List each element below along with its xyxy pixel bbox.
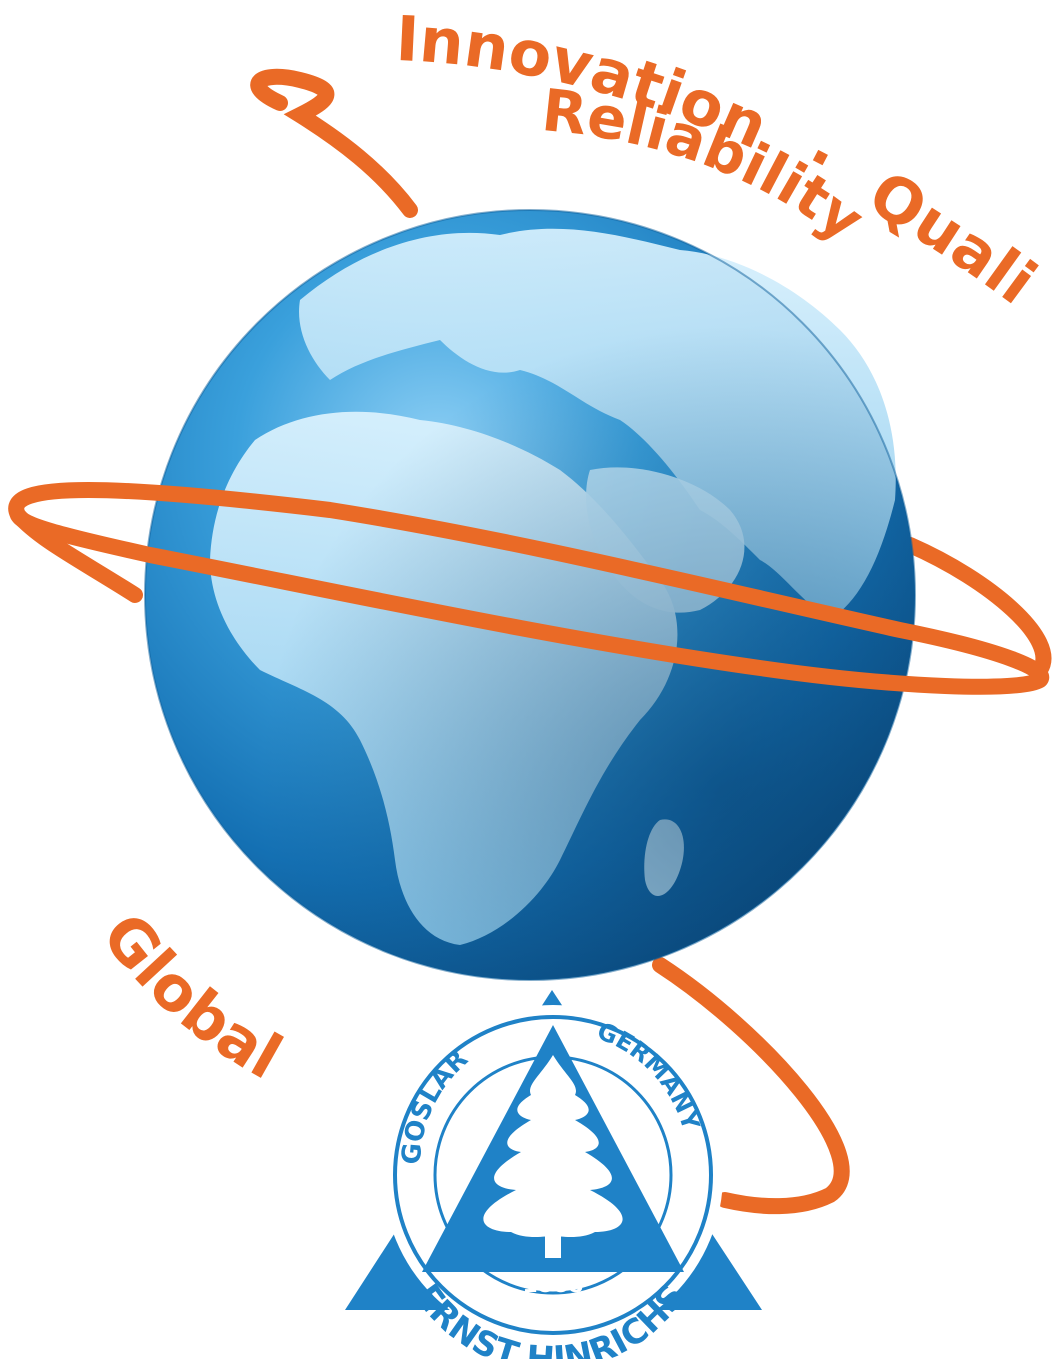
tree-trunk bbox=[545, 1232, 561, 1258]
orbit-ring bbox=[8, 482, 1050, 695]
globe-illustration bbox=[144, 209, 916, 981]
slogan-global-line: Global bbox=[88, 899, 294, 1093]
seal-year: 1888 bbox=[522, 1273, 583, 1298]
company-logo: GOSLAR GERMANY ERNST HINRICHS 1888 bbox=[345, 990, 762, 1359]
slogan-global: Global bbox=[88, 899, 294, 1093]
fir-tree-logo bbox=[483, 1055, 623, 1237]
